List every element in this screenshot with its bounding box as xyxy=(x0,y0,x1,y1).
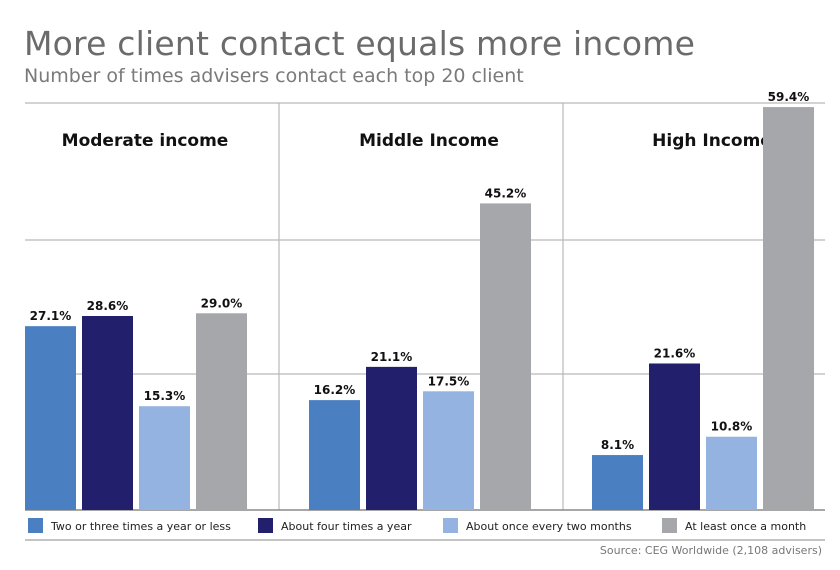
source-note: Source: CEG Worldwide (2,108 advisers) xyxy=(599,544,822,557)
bar-s3-g0 xyxy=(196,313,247,510)
legend-label-0: Two or three times a year or less xyxy=(50,520,231,533)
bar-s0-g0 xyxy=(25,326,76,510)
chart-title: More client contact equals more income xyxy=(24,24,696,63)
bar-s0-g1 xyxy=(309,400,360,510)
bar-s2-g1 xyxy=(423,391,474,510)
data-label-s3-g1: 45.2% xyxy=(485,186,527,200)
bar-s1-g1 xyxy=(366,366,417,510)
data-label-s2-g0: 15.3% xyxy=(144,389,186,403)
category-label-0: Moderate income xyxy=(62,131,229,151)
data-label-s1-g0: 28.6% xyxy=(87,299,129,313)
bar-s3-g1 xyxy=(480,203,531,511)
legend-label-2: About once every two months xyxy=(466,520,632,533)
legend-label-3: At least once a month xyxy=(685,520,806,533)
data-label-s0-g0: 27.1% xyxy=(30,309,72,323)
legend-swatch-3 xyxy=(662,518,677,533)
data-label-s2-g1: 17.5% xyxy=(428,374,470,388)
data-label-s3-g0: 29.0% xyxy=(201,296,243,310)
data-label-s0-g2: 8.1% xyxy=(601,438,634,452)
legend-label-1: About four times a year xyxy=(281,520,412,533)
legend-swatch-2 xyxy=(443,518,458,533)
legend-swatch-1 xyxy=(258,518,273,533)
legend-swatch-0 xyxy=(28,518,43,533)
data-label-s1-g2: 21.6% xyxy=(654,346,696,360)
bar-s0-g2 xyxy=(592,455,643,510)
bar-s2-g2 xyxy=(706,436,757,510)
data-label-s2-g2: 10.8% xyxy=(711,420,753,434)
data-label-s3-g2: 59.4% xyxy=(768,90,810,104)
bar-s1-g0 xyxy=(82,315,133,510)
data-label-s1-g1: 21.1% xyxy=(371,350,413,364)
bar-s2-g0 xyxy=(139,406,190,510)
bar-s1-g2 xyxy=(649,363,700,510)
data-label-s0-g1: 16.2% xyxy=(314,383,356,397)
bar-s3-g2 xyxy=(763,107,814,510)
category-label-2: High Income xyxy=(652,131,772,151)
chart-subtitle: Number of times advisers contact each to… xyxy=(24,65,524,87)
category-label-1: Middle Income xyxy=(359,131,499,151)
